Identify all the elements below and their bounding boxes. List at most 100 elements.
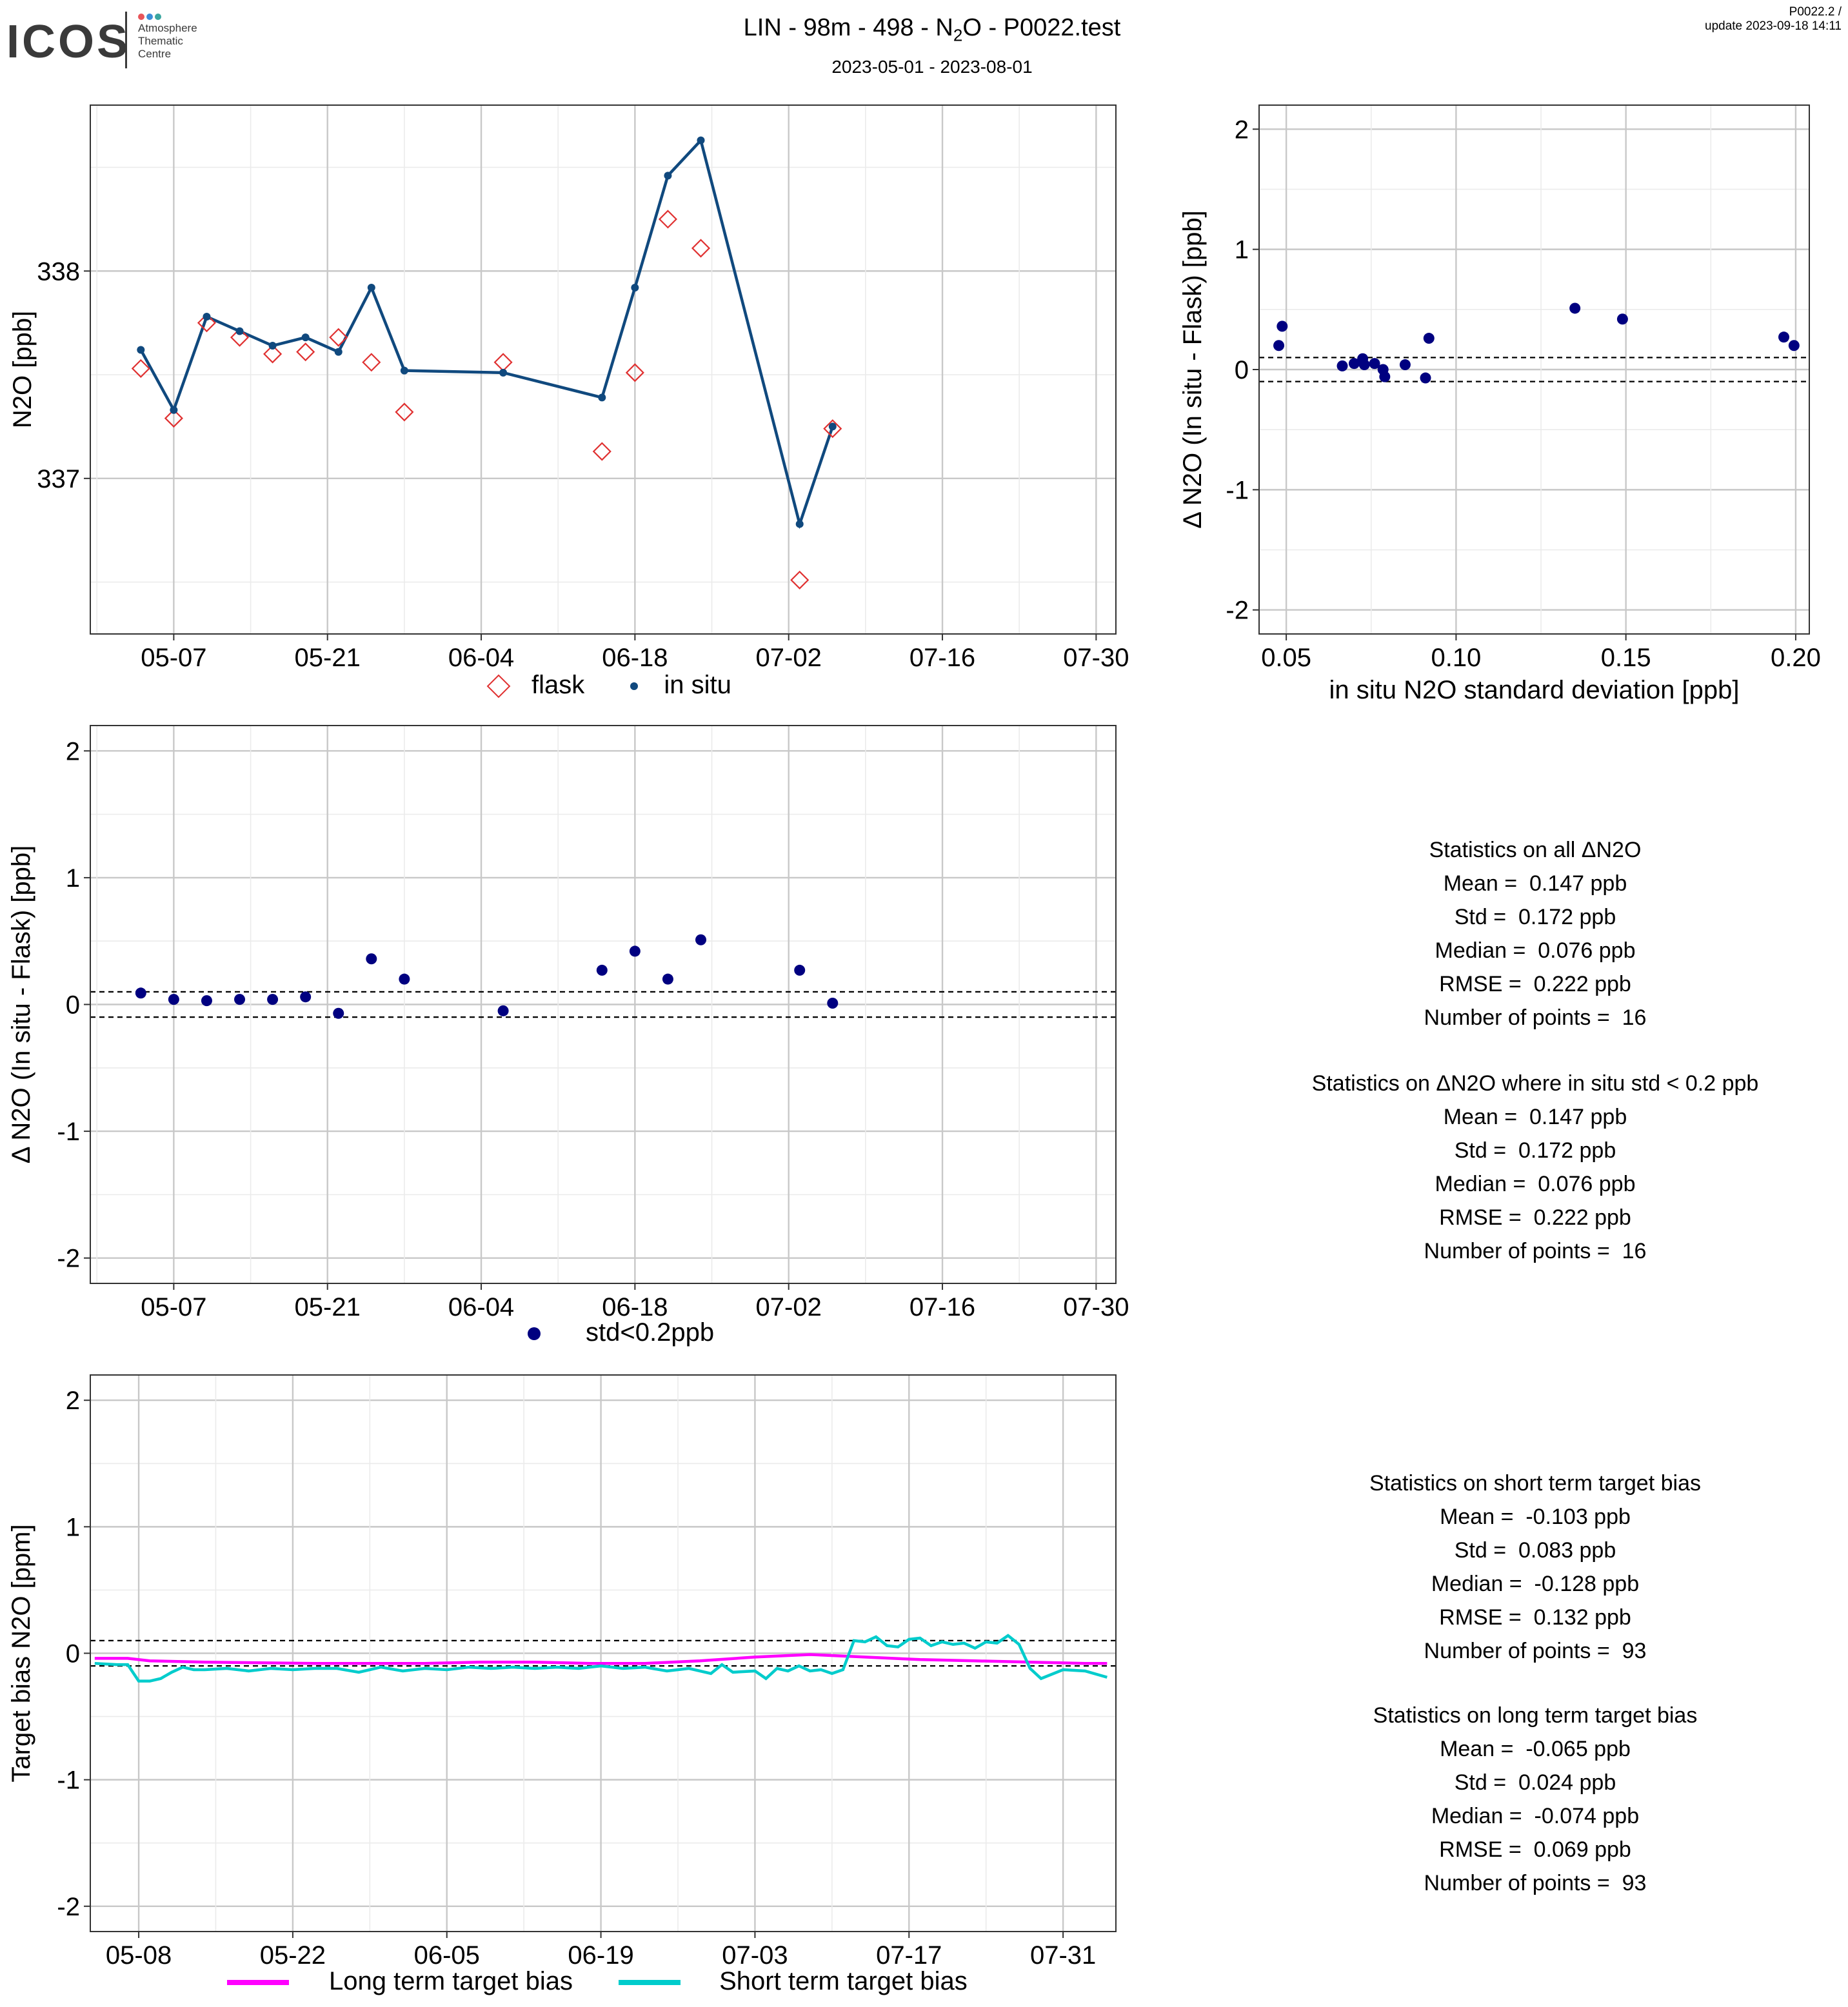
x-tick-label: 06-04 bbox=[448, 644, 514, 672]
delta-point bbox=[1569, 302, 1581, 314]
x-tick-label: 05-21 bbox=[295, 1293, 361, 1321]
x-tick-label: 05-22 bbox=[260, 1941, 326, 1970]
stats-count: Number of points = 16 bbox=[1424, 1005, 1647, 1030]
stats-std: Std = 0.172 ppb bbox=[1454, 905, 1616, 929]
y-tick-label: 2 bbox=[66, 737, 80, 766]
x-tick-label: 0.10 bbox=[1431, 644, 1481, 672]
y-tick-label: 1 bbox=[1235, 236, 1249, 264]
flask-point bbox=[823, 419, 842, 439]
delta-point bbox=[333, 1007, 344, 1019]
delta-point bbox=[366, 953, 377, 965]
delta-point bbox=[300, 991, 312, 1003]
flask-point bbox=[691, 239, 711, 258]
stats-std: Std = 0.172 ppb bbox=[1454, 1138, 1616, 1163]
insitu-point bbox=[400, 366, 408, 375]
insitu-point bbox=[235, 327, 244, 335]
stats-rmse: RMSE = 0.132 ppb bbox=[1439, 1605, 1631, 1630]
logo-dot-teal bbox=[155, 14, 161, 20]
title-subscript: 2 bbox=[953, 25, 963, 45]
x-tick-label: 07-16 bbox=[909, 1293, 975, 1321]
x-tick-label: 0.05 bbox=[1261, 644, 1311, 672]
page-title: LIN - 98m - 498 - N2O - P0022.test bbox=[0, 14, 1848, 46]
legend-label-std: std<0.2ppb bbox=[586, 1318, 715, 1347]
insitu-point bbox=[697, 136, 705, 144]
delta-point bbox=[794, 964, 806, 976]
delta-point bbox=[1399, 359, 1411, 371]
stats-median: Median = 0.076 ppb bbox=[1435, 938, 1636, 963]
x-tick-label: 07-30 bbox=[1063, 644, 1129, 672]
delta-point bbox=[267, 994, 279, 1005]
stats-std: Std = 0.083 ppb bbox=[1454, 1538, 1616, 1563]
delta-point bbox=[1369, 358, 1380, 370]
x-tick-label: 07-16 bbox=[909, 644, 975, 672]
stats-target-short: Statistics on short term target bias Mea… bbox=[1213, 1467, 1848, 1668]
x-tick-label: 05-08 bbox=[106, 1941, 172, 1970]
delta-point bbox=[629, 945, 641, 957]
y-tick-label: -2 bbox=[57, 1893, 80, 1921]
logo-dots bbox=[138, 12, 163, 23]
timeseries-border bbox=[90, 104, 1117, 635]
y-tick-label: 0 bbox=[1235, 356, 1249, 384]
logo-subtitle-line: Atmosphere bbox=[138, 22, 197, 34]
long-term-bias-line bbox=[94, 1653, 1108, 1665]
insitu-point bbox=[268, 342, 277, 350]
stats-delta-all: Statistics on all ΔN2O Mean = 0.147 ppb … bbox=[1213, 833, 1848, 1034]
y-axis-label: N2O [ppb] bbox=[8, 311, 37, 428]
logo-subtitle-line: Thematic bbox=[138, 35, 183, 47]
logo-dot-blue bbox=[146, 14, 153, 20]
flask-point bbox=[296, 342, 315, 362]
legend-target-bias: Long term target bias Short term target … bbox=[227, 1967, 968, 1996]
short-term-line-icon bbox=[619, 1980, 681, 1986]
stats-rmse: RMSE = 0.222 ppb bbox=[1439, 972, 1631, 996]
logo-dot-red bbox=[138, 14, 144, 20]
y-tick-label: 0 bbox=[66, 991, 80, 1020]
delta-point bbox=[1778, 331, 1790, 343]
stats-delta-filtered: Statistics on ΔN2O where in situ std < 0… bbox=[1213, 1067, 1848, 1268]
y-axis-label: Δ N2O (In situ - Flask) [ppb] bbox=[1178, 210, 1207, 529]
insitu-dot-icon bbox=[630, 682, 639, 691]
legend-label-long: Long term target bias bbox=[329, 1967, 573, 1995]
x-tick-label: 0.20 bbox=[1771, 644, 1821, 672]
logo-subtitle: Atmosphere Thematic Centre bbox=[138, 22, 197, 61]
legend-label-short: Short term target bias bbox=[719, 1967, 968, 1995]
delta-point bbox=[1336, 360, 1348, 371]
update-label: update 2023-09-18 14:11 bbox=[1705, 19, 1842, 33]
stats-median: Median = -0.074 ppb bbox=[1431, 1804, 1640, 1828]
insitu-point bbox=[334, 348, 343, 356]
legend-label-insitu: in situ bbox=[664, 671, 731, 699]
x-tick-label: 06-18 bbox=[602, 644, 668, 672]
delta-point bbox=[1788, 340, 1800, 351]
x-tick-label: 07-02 bbox=[756, 1293, 822, 1321]
stats-count: Number of points = 16 bbox=[1424, 1239, 1647, 1263]
stats-mean: Mean = 0.147 ppb bbox=[1443, 871, 1627, 896]
page-period: 2023-05-01 - 2023-08-01 bbox=[831, 57, 1033, 77]
x-tick-label: 06-18 bbox=[602, 1293, 668, 1321]
delta-point bbox=[497, 1005, 509, 1016]
x-tick-label: 07-03 bbox=[722, 1941, 788, 1970]
delta-point bbox=[1423, 333, 1435, 344]
flask-point bbox=[790, 570, 810, 589]
insitu-point bbox=[367, 283, 375, 292]
delta-point bbox=[1358, 359, 1370, 371]
insitu-point bbox=[598, 393, 606, 402]
insitu-point bbox=[795, 520, 804, 528]
flask-point bbox=[329, 328, 348, 347]
insitu-point bbox=[664, 172, 672, 180]
flask-point bbox=[197, 313, 217, 333]
delta-point bbox=[1273, 340, 1285, 351]
y-tick-label: 2 bbox=[66, 1387, 80, 1415]
delta-point bbox=[135, 987, 146, 999]
delta-point bbox=[1420, 372, 1431, 384]
insitu-point bbox=[631, 283, 639, 292]
delta-point bbox=[201, 995, 212, 1007]
y-tick-label: 1 bbox=[66, 864, 80, 893]
y-tick-label: 2 bbox=[1235, 115, 1249, 144]
flask-point bbox=[362, 353, 381, 372]
flask-diamond-icon bbox=[486, 675, 511, 698]
flask-point bbox=[164, 409, 183, 428]
icos-logo: ICOS Atmosphere Thematic Centre bbox=[6, 6, 219, 68]
y-tick-label: 338 bbox=[37, 257, 80, 286]
stats-mean: Mean = -0.103 ppb bbox=[1440, 1505, 1631, 1529]
insitu-line bbox=[139, 137, 834, 529]
x-tick-label: 07-31 bbox=[1030, 1941, 1096, 1970]
